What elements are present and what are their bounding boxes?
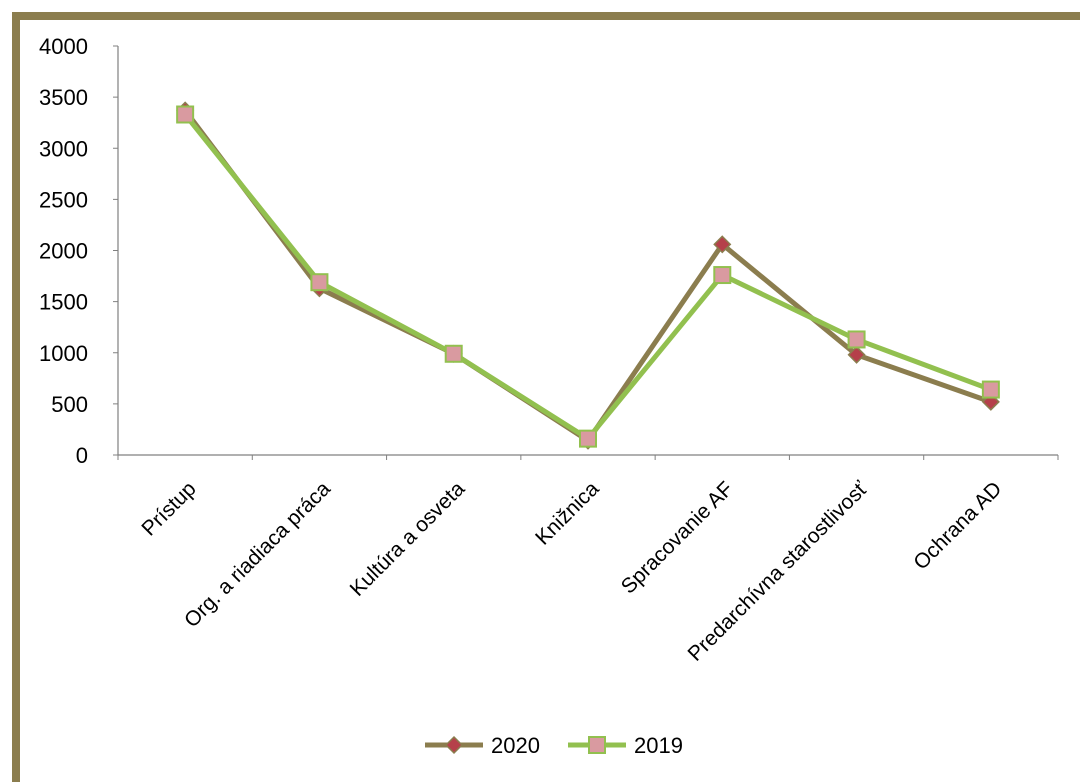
x-tick-label: Org. a riadiaca práca: [180, 477, 335, 632]
legend-marker-2020: [446, 737, 462, 753]
y-axis-ticks: 0 500 1000 1500 2000 2500 3000 3500 4000: [39, 34, 118, 468]
data-point-2019: [311, 274, 327, 290]
x-tick-label: Spracovanie AF: [617, 477, 738, 598]
chart-axes: [118, 46, 1058, 455]
legend-marker-2019: [589, 737, 605, 753]
y-tick-label: 1000: [39, 341, 88, 366]
data-point-2019: [983, 382, 999, 398]
y-tick-label: 3500: [39, 85, 88, 110]
data-point-2019: [580, 431, 596, 447]
x-tick-label: Kultúra a osveta: [346, 477, 470, 601]
frame-left-bar: [12, 12, 20, 782]
chart-legend: 2020 2019: [425, 733, 683, 758]
chart-series: [177, 102, 999, 448]
chart-border: [12, 12, 1080, 782]
y-tick-label: 1500: [39, 290, 88, 315]
x-tick-label: Prístup: [137, 477, 200, 540]
data-point-2019: [849, 331, 865, 347]
legend-label-2020: 2020: [491, 733, 540, 758]
data-point-2019: [177, 107, 193, 123]
frame-top-bar: [12, 12, 1080, 20]
y-tick-label: 0: [76, 443, 88, 468]
legend-label-2019: 2019: [634, 733, 683, 758]
x-tick-label: Knižnica: [531, 477, 604, 550]
series-2020: [177, 102, 999, 448]
y-tick-label: 3000: [39, 136, 88, 161]
y-tick-label: 2500: [39, 187, 88, 212]
data-point-2019: [714, 267, 730, 283]
series-line-2020: [185, 110, 991, 440]
y-tick-label: 2000: [39, 239, 88, 264]
data-point-2019: [446, 346, 462, 362]
series-line-2019: [185, 115, 991, 439]
x-tick-label: Ochrana AD: [909, 477, 1006, 574]
series-2019: [177, 107, 999, 447]
y-tick-label: 500: [51, 392, 88, 417]
y-tick-label: 4000: [39, 34, 88, 59]
